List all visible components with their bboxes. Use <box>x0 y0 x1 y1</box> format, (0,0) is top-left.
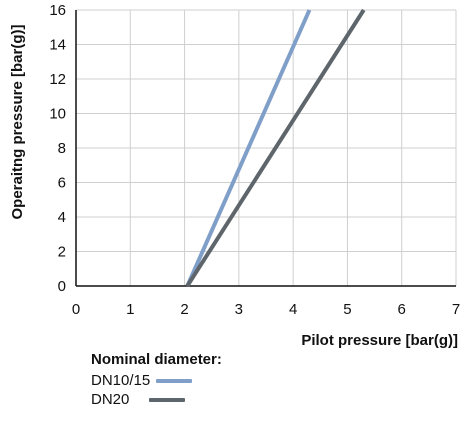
y-tick-label: 12 <box>49 71 66 88</box>
series-line-dn20 <box>185 8 366 288</box>
y-tick-label: 10 <box>49 106 66 123</box>
x-tick-label: 4 <box>289 301 297 318</box>
x-tick-label: 3 <box>235 301 243 318</box>
y-tick-label: 16 <box>49 2 66 19</box>
x-axis-label: Pilot pressure [bar(g)] <box>301 332 458 349</box>
x-tick-label: 2 <box>180 301 188 318</box>
series-line-dn10-15 <box>185 9 312 287</box>
y-tick-label: 2 <box>58 244 66 261</box>
y-tick-label: 4 <box>58 209 66 226</box>
legend-item-dn20: DN20 <box>91 390 222 409</box>
y-axis-label: Operaitng pressure [bar(g)] <box>9 24 26 219</box>
legend-swatch-dn10-15 <box>156 378 193 383</box>
legend: Nominal diameter: DN10/15 DN20 <box>91 350 222 409</box>
x-tick-label: 0 <box>72 301 80 318</box>
x-tick-label: 6 <box>398 301 406 318</box>
grid-layer <box>76 9 457 286</box>
x-tick-label: 7 <box>452 301 460 318</box>
label-layer: Pilot pressure [bar(g)] Operaitng pressu… <box>9 24 458 349</box>
y-tick-label: 8 <box>58 140 66 157</box>
y-tick-label: 6 <box>58 175 66 192</box>
series-layer <box>185 8 366 288</box>
legend-title: Nominal diameter: <box>91 351 222 368</box>
y-tick-label: 0 <box>58 278 66 295</box>
legend-label-dn10-15: DN10/15 <box>91 372 151 389</box>
legend-label-dn20: DN20 <box>91 391 130 408</box>
y-tick-label: 14 <box>49 37 66 54</box>
legend-item-dn10-15: DN10/15 <box>91 371 222 390</box>
x-tick-label: 1 <box>126 301 134 318</box>
x-tick-label: 5 <box>343 301 351 318</box>
legend-swatch-dn20 <box>149 397 186 402</box>
